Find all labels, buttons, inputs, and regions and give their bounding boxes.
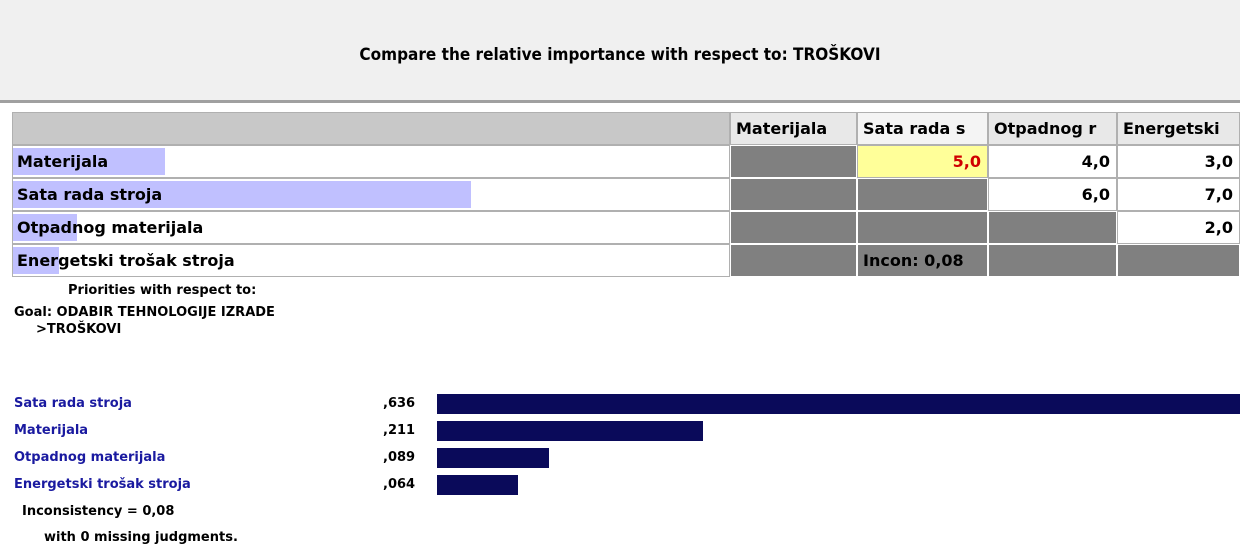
inconsistency: Inconsistency = 0,08 (22, 504, 175, 519)
column-header: Sata rada s (857, 112, 988, 145)
judgment-cell (988, 211, 1117, 244)
judgment-cell: 3,0 (1117, 145, 1240, 178)
row-label: Energetski trošak stroja (17, 251, 235, 270)
priority-bar (13, 214, 78, 241)
priority-bar (13, 247, 60, 274)
priority-name: Otpadnog materijala (14, 450, 166, 465)
priority-value: ,636 (383, 396, 416, 411)
row-label: Materijala (17, 152, 109, 171)
header-cell (12, 112, 730, 145)
judgment-cell (988, 244, 1117, 277)
judgment-cell (857, 211, 988, 244)
judgment-cell (857, 178, 988, 211)
priority-bar (13, 181, 471, 208)
priority-value: ,089 (383, 450, 416, 465)
node: >TROŠKOVI (36, 322, 122, 337)
row-label: Sata rada stroja (17, 185, 163, 204)
priority-value: ,064 (383, 477, 416, 492)
priority-name: Materijala (14, 423, 89, 438)
priority-bar (437, 475, 518, 495)
column-header: Otpadnog r (988, 112, 1117, 145)
priority-value: ,211 (383, 423, 416, 438)
column-header: Materijala (730, 112, 857, 145)
priority-bar (13, 148, 165, 175)
priority-bar (437, 421, 704, 441)
judgment-cell: 4,0 (988, 145, 1117, 178)
judgment-cell (730, 145, 857, 178)
header (0, 0, 1240, 103)
priority-name: Energetski trošak stroja (14, 477, 191, 492)
priority-bar (437, 448, 550, 468)
priority-bar (437, 394, 1240, 414)
missing-judgments: with 0 missing judgments. (44, 530, 238, 545)
row-label-cell: Otpadnog materijala (12, 211, 730, 244)
judgment-cell (1117, 244, 1240, 277)
priority-name: Sata rada stroja (14, 396, 132, 411)
row-label-cell: Energetski trošak stroja (12, 244, 730, 277)
judgment-cell (730, 244, 857, 277)
row-label-cell: Sata rada stroja (12, 178, 730, 211)
judgment-cell: 5,0 (857, 145, 988, 178)
column-header: Energetski (1117, 112, 1240, 145)
header-title: Compare the relative importance with res… (359, 45, 881, 65)
row-label: Otpadnog materijala (17, 218, 204, 237)
goal: Goal: ODABIR TEHNOLOGIJE IZRADE (14, 305, 275, 320)
priorities-heading: Priorities with respect to: (68, 283, 257, 298)
judgment-cell (730, 178, 857, 211)
judgment-cell: 7,0 (1117, 178, 1240, 211)
row-label-cell: Materijala (12, 145, 730, 178)
inconsistency-cell: Incon: 0,08 (857, 244, 988, 277)
judgment-cell: 2,0 (1117, 211, 1240, 244)
judgment-cell: 6,0 (988, 178, 1117, 211)
judgment-cell (730, 211, 857, 244)
